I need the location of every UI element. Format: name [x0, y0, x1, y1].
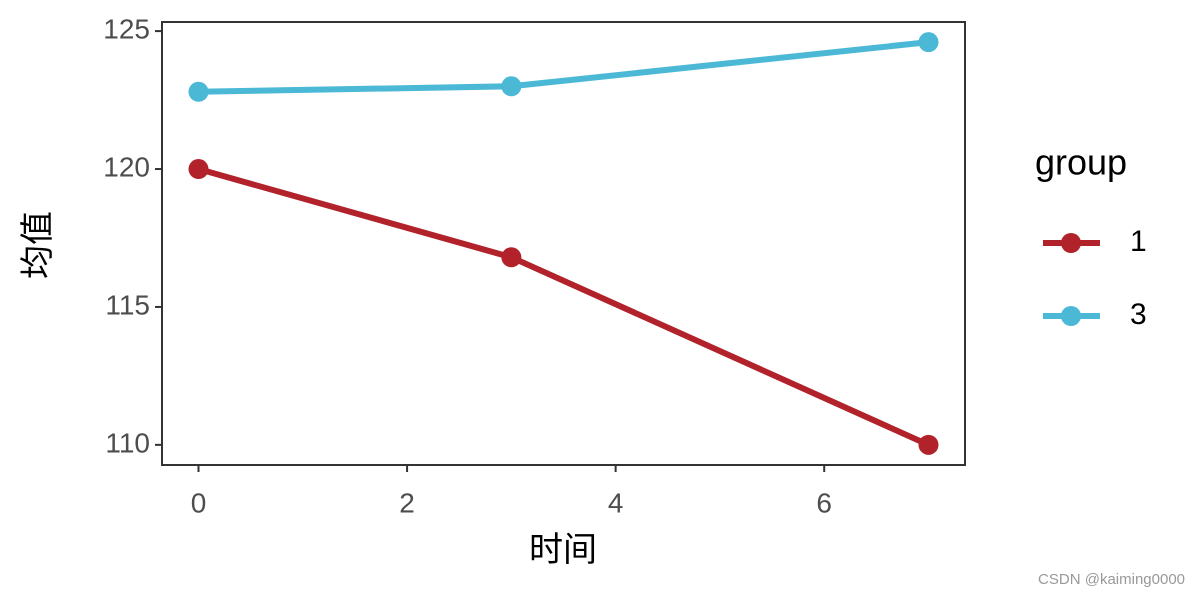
data-point [188, 159, 209, 180]
series-line [198, 39, 929, 95]
data-point [918, 32, 939, 53]
legend-key-point [1061, 233, 1081, 253]
x-tick-label: 2 [399, 487, 415, 518]
data-point [501, 247, 522, 268]
series-line [197, 166, 930, 448]
y-tick-label: 115 [105, 289, 150, 320]
y-tick-label: 120 [103, 151, 150, 182]
y-tick-label: 110 [105, 427, 150, 458]
x-axis-label: 时间 [529, 530, 597, 570]
legend-label: 1 [1130, 225, 1147, 258]
data-point [918, 434, 939, 455]
legend-title: group [1035, 142, 1127, 183]
y-tick-label: 125 [103, 13, 150, 44]
plot-frame [161, 21, 966, 466]
legend-key-point [1061, 306, 1081, 326]
data-point [501, 76, 522, 97]
x-tick-label: 4 [608, 487, 624, 518]
watermark: CSDN @kaiming0000 [1038, 571, 1185, 588]
legend-label: 3 [1130, 298, 1147, 331]
y-axis-label: 均值 [18, 211, 58, 279]
data-point [188, 81, 209, 102]
x-tick-label: 6 [816, 487, 832, 518]
x-tick-label: 0 [191, 487, 207, 518]
